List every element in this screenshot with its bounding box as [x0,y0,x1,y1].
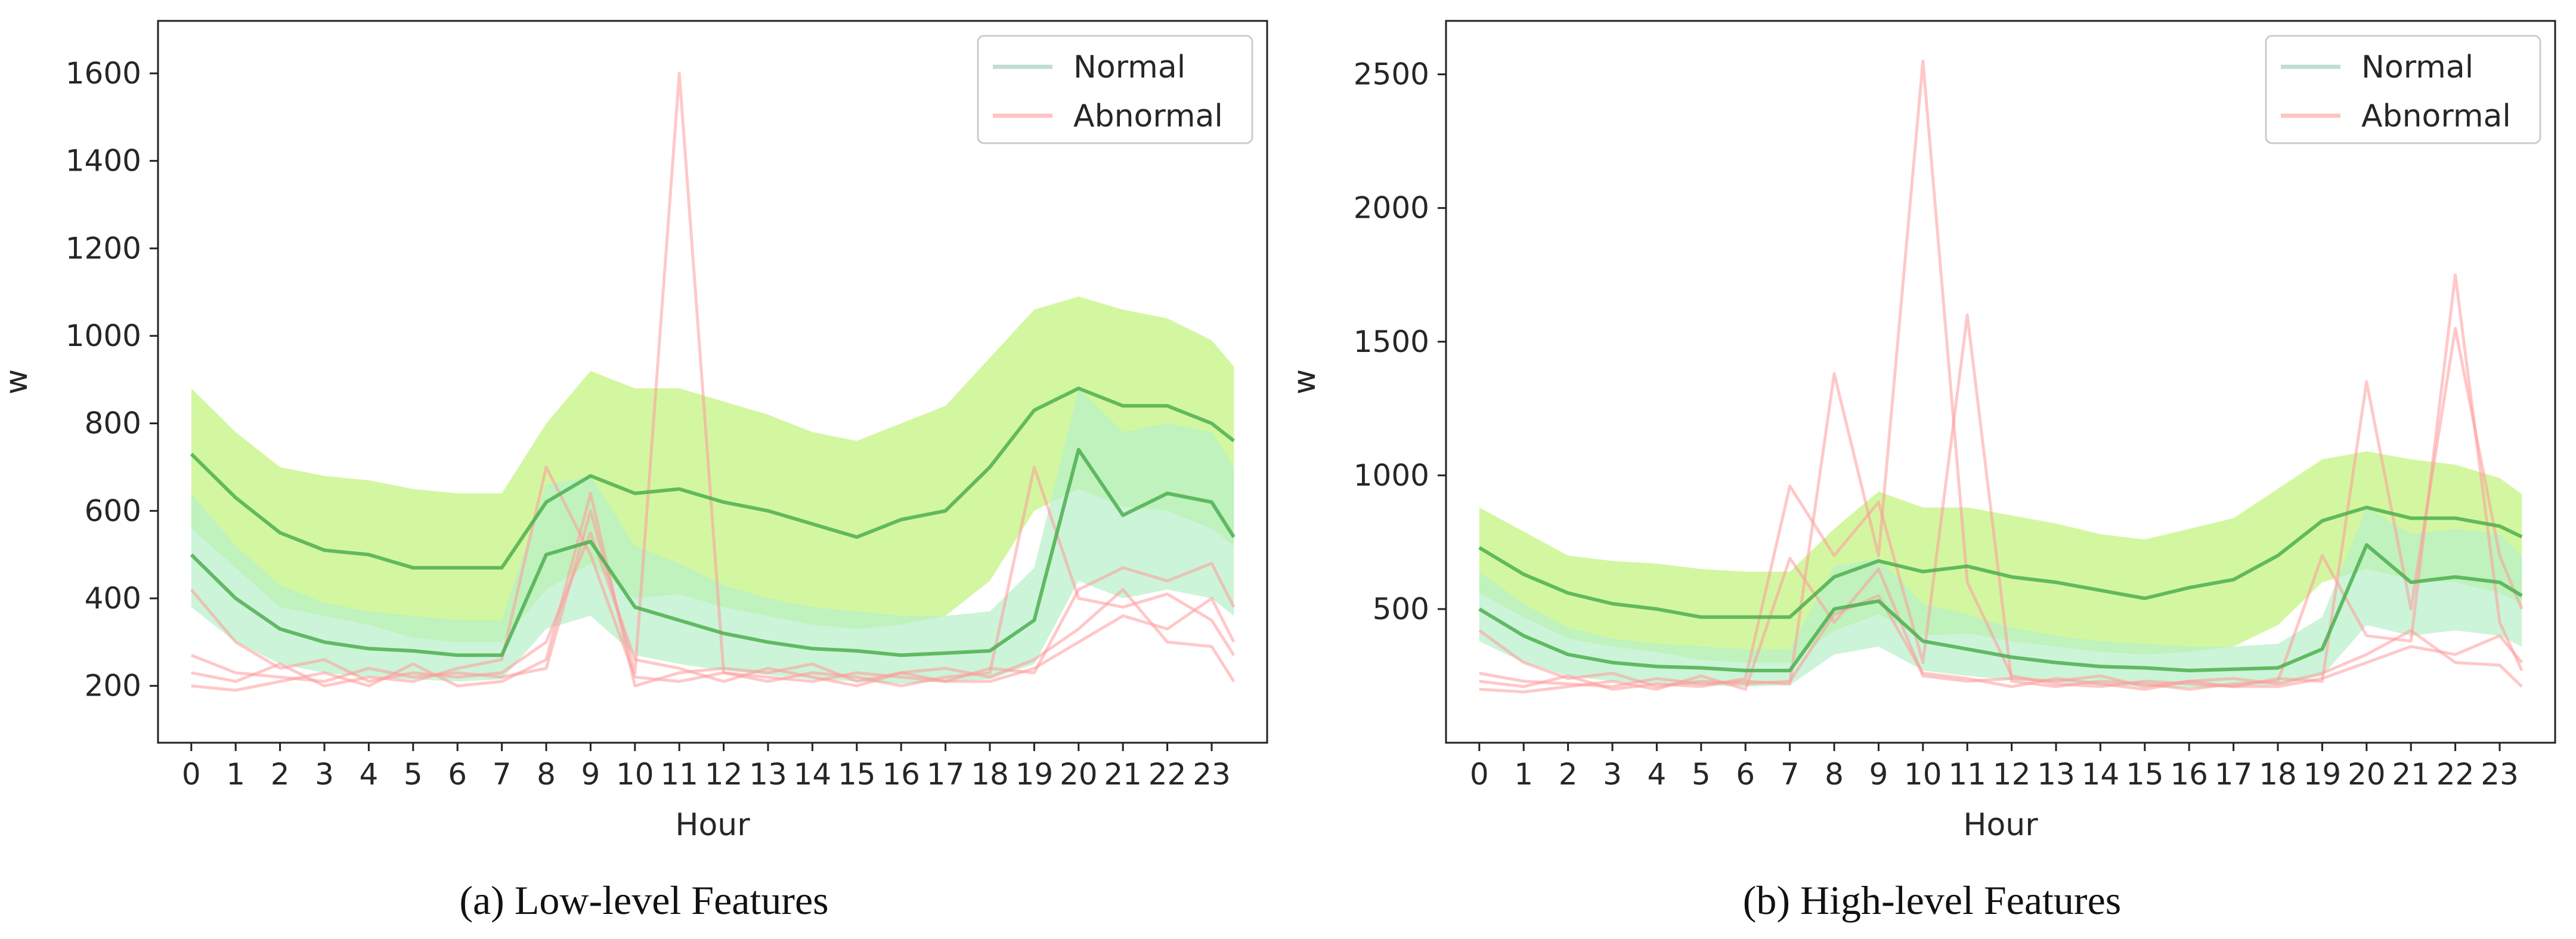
x-tick-label: 2 [271,757,290,792]
y-tick-label: 1400 [66,144,141,178]
x-tick-label: 9 [1869,757,1888,792]
normal-band-1 [191,296,1234,643]
x-tick-label: 21 [1104,757,1142,792]
x-tick-label: 9 [581,757,600,792]
x-tick-label: 1 [226,757,245,792]
x-tick-label: 11 [660,757,698,792]
x-tick-label: 23 [1193,757,1231,792]
y-axis-label: w [0,369,35,395]
x-tick-label: 3 [315,757,334,792]
normal-band-2 [191,388,1234,684]
chart-high-level: 0 1 2 3 4 5 6 7 8 9 10 11 12 13 14 15 16 17 18 19 20 21 22 2350… [1288,20,2556,843]
x-tick-label: 17 [2215,757,2253,792]
x-tick-label: 19 [1015,757,1054,792]
x-tick-label: 15 [838,757,876,792]
x-tick-label: 3 [1603,757,1622,792]
x-tick-label: 2 [1559,757,1578,792]
x-tick-label: 4 [1647,757,1666,792]
x-tick-label: 5 [1692,757,1711,792]
abnormal-line-2 [191,465,1236,688]
y-axis-label: w [1288,369,1323,395]
x-tick-label: 14 [794,757,832,792]
x-tick-label: 6 [448,757,467,792]
legend-label-abnormal: Abnormal [1073,98,1223,134]
x-tick-label: 0 [1470,757,1489,792]
x-axis-label: Hour [675,807,750,843]
plot-frame [157,20,1268,744]
x-tick-label: 16 [882,757,920,792]
x-tick-label: 8 [1825,757,1844,792]
plot-frame [1445,20,2556,744]
x-tick-label: 23 [2481,757,2519,792]
x-tick-label: 22 [1148,757,1187,792]
x-tick-label: 7 [1781,757,1800,792]
y-tick-label: 600 [85,493,141,528]
x-tick-label: 7 [493,757,512,792]
x-tick-label: 1 [1514,757,1533,792]
x-tick-label: 17 [927,757,965,792]
normal-mean-line-2 [1478,543,2523,672]
normal-band-1 [1479,451,2522,663]
y-tick-label: 1600 [66,56,141,91]
x-tick-label: 10 [616,757,654,792]
normal-mean-line-1 [190,387,1236,570]
y-tick-label: 1500 [1354,325,1429,359]
x-tick-label: 14 [2082,757,2120,792]
x-tick-label: 19 [2303,757,2342,792]
x-tick-label: 12 [1993,757,2031,792]
y-tick-label: 800 [85,406,141,441]
x-tick-label: 20 [1060,757,1098,792]
x-tick-label: 8 [537,757,556,792]
x-tick-label: 4 [359,757,378,792]
x-tick-label: 15 [2126,757,2164,792]
x-tick-label: 13 [2037,757,2075,792]
y-tick-label: 2000 [1354,191,1429,226]
legend-label-normal: Normal [2361,50,2473,85]
caption-high-level: (b) High-level Features [1742,878,2122,923]
y-tick-label: 500 [1373,592,1429,626]
y-tick-label: 1000 [66,319,141,353]
x-tick-label: 6 [1736,757,1755,792]
x-tick-label: 5 [404,757,423,792]
x-axis-label: Hour [1963,807,2038,843]
y-tick-label: 1000 [1354,458,1429,493]
normal-mean-line-1 [1478,505,2523,619]
legend-label-abnormal: Abnormal [2361,98,2511,134]
abnormal-line-2 [1479,273,2524,691]
x-tick-label: 18 [2259,757,2297,792]
x-tick-label: 11 [1948,757,1986,792]
x-tick-label: 20 [2348,757,2386,792]
legend-label-normal: Normal [1073,50,1185,85]
abnormal-line-3 [191,492,1236,692]
x-tick-label: 18 [971,757,1009,792]
x-tick-label: 10 [1904,757,1942,792]
x-tick-label: 13 [749,757,787,792]
abnormal-line-4 [190,531,1236,688]
abnormal-line-4 [1478,594,2524,691]
x-tick-label: 22 [2436,757,2475,792]
y-tick-label: 200 [85,669,141,703]
y-tick-label: 2500 [1354,57,1429,92]
x-tick-label: 16 [2170,757,2208,792]
y-tick-label: 1200 [66,231,141,265]
x-tick-label: 21 [2392,757,2430,792]
abnormal-line-3 [1479,557,2523,694]
normal-mean-line-2 [190,447,1236,657]
caption-low-level: (a) Low-level Features [459,878,829,923]
chart-low-level: 0 1 2 3 4 5 6 7 8 9 10 11 12 13 14 15 16 17 18 19 20 21 22 2320… [0,20,1268,843]
x-tick-label: 0 [182,757,201,792]
x-tick-label: 12 [705,757,743,792]
y-tick-label: 400 [85,581,141,616]
